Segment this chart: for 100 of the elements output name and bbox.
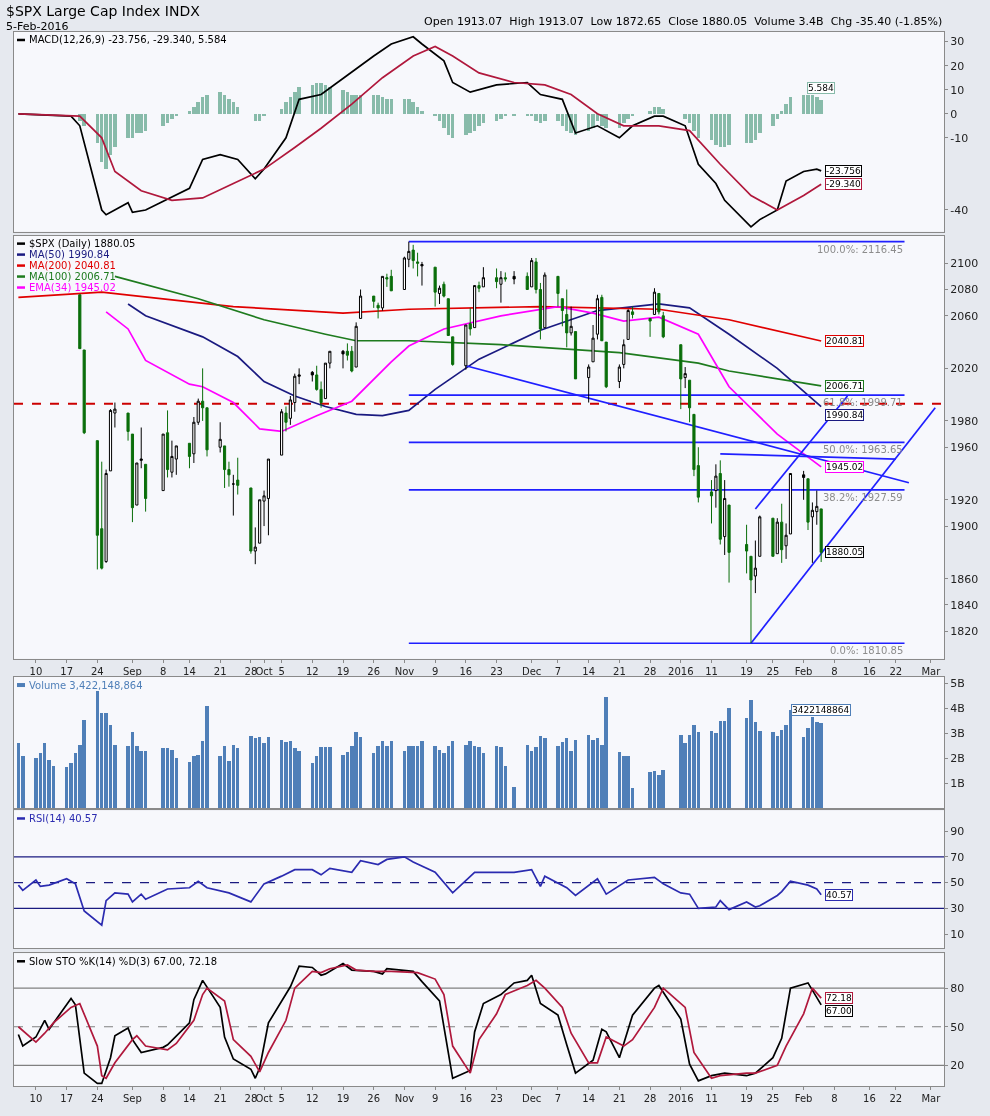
x-tick-label: 16 [863,665,876,677]
legend-label: EMA(34) 1945.02 [29,282,116,293]
data-label: 72.18 [826,993,853,1003]
legend-label: MA(100) 2006.71 [29,271,116,282]
y-tick-label: 3B [950,727,965,741]
y-tick-label: 10 [950,83,965,97]
x-tick-label: 10 [29,1093,43,1104]
y-tick-label: 70 [950,850,965,864]
x-tick-label: 28 [244,665,258,677]
annotation: 0.0%: 1810.85 [830,645,904,656]
x-tick-label: 26 [367,1093,381,1104]
x-tick-label: 26 [367,665,381,677]
x-tick-label: 8 [831,665,838,677]
x-tick-label: 21 [213,1093,227,1104]
x-tick-label: Nov [394,665,415,677]
y-tick-label: 90 [950,824,965,838]
y-tick-label: 2060 [950,309,979,323]
data-label: -23.756 [826,166,862,176]
x-tick-label: Feb [794,665,813,677]
x-tick-label: 11 [705,1093,718,1104]
x-tick-label: 9 [431,665,439,677]
x-tick-label: 14 [183,665,196,677]
x-tick-label: 8 [159,665,167,677]
x-tick-label: 8 [159,1093,167,1104]
x-tick-label: 5 [278,1093,285,1104]
text: 1880.05 [826,547,864,557]
x-tick-label: 21 [613,1093,626,1104]
x-tick-label: 14 [183,1093,196,1104]
y-tick-label: 1900 [950,519,979,533]
x-tick-label: Dec [521,665,542,677]
annotation: 100.0%: 2116.45 [817,244,904,255]
x-tick-label: 19 [740,665,753,677]
y-tick-label: 20 [950,59,965,73]
y-tick-label: 1960 [950,441,979,455]
data-label: 5.584 [808,83,835,93]
x-tick-label: 22 [889,1093,903,1104]
x-tick-label: 24 [90,1093,104,1104]
x-tick-label: Sep [123,1093,142,1104]
legend-label: MA(50) 1990.84 [29,249,110,260]
y-tick-label: 2100 [950,257,979,271]
data-label: 67.00 [826,1006,853,1016]
x-tick-label: 25 [766,1093,780,1104]
y-tick-label: 2080 [950,283,979,297]
y-tick-label: -10 [950,131,969,145]
x-tick-label: 21 [213,665,227,677]
chart-subtitle: 5-Feb-2016 [6,20,69,33]
y-tick-label: 50 [950,1020,965,1034]
y-tick-label: 4B [950,702,965,716]
data-label: 1990.84 [826,410,864,420]
x-tick-label: 2016 [668,1093,694,1104]
x-tick-label: 21 [613,665,626,677]
legend-label: MACD(12,26,9) -23.756, -29.340, 5.584 [29,34,227,45]
x-tick-label: 9 [431,1093,439,1104]
legend-label: Slow STO %K(14) %D(3) 67.00, 72.18 [29,956,218,967]
x-tick-label: 7 [554,665,562,677]
x-tick-label: Mar [921,665,942,677]
x-tick-label: Mar [921,1093,942,1104]
data-label: 2006.71 [826,381,864,391]
x-tick-label: Nov [394,1093,415,1104]
y-tick-label: 30 [950,902,965,916]
x-tick-label: 28 [643,665,657,677]
x-tick-label: 10 [29,665,43,677]
x-tick-label: Dec [521,1093,542,1104]
y-tick-label: 1920 [950,493,979,507]
y-tick-label: -40 [950,203,969,217]
y-tick-label: 30 [950,35,965,49]
x-tick-label: 8 [831,1093,838,1104]
x-tick-label: 23 [490,1093,503,1104]
data-label: 2040.81 [826,336,864,346]
data-label: -29.340 [826,179,862,189]
x-tick-label: 24 [90,665,104,677]
y-tick-label: 0 [950,107,958,121]
data-label: 40.57 [826,890,852,900]
x-tick-label: 12 [305,1093,319,1104]
x-tick-label: 25 [766,665,780,677]
y-tick-label: 1820 [950,625,979,639]
x-tick-label: 16 [863,1093,876,1104]
x-tick-label: 17 [60,1093,74,1104]
y-tick-label: 2B [950,752,965,766]
x-tick-label: 22 [889,665,903,677]
y-tick-label: 50 [950,876,965,890]
chart-title: $SPX Large Cap Index INDX [6,3,201,19]
x-tick-label: 19 [740,1093,753,1104]
x-tick-label: 16 [459,665,473,677]
x-tick-label: 17 [60,665,74,677]
annotation: 50.0%: 1963.65 [823,444,903,455]
y-tick-label: 5B [950,677,965,691]
x-tick-label: 7 [554,1093,562,1104]
y-tick-label: 1860 [950,572,979,586]
x-tick-label: 19 [336,665,350,677]
legend-label: RSI(14) 40.57 [29,813,98,824]
data-label: 1945.02 [826,462,864,472]
y-tick-label: 1840 [950,598,979,612]
legend-label: MA(200) 2040.81 [29,260,116,271]
text: Open 1913.07 High 1913.07 Low 1872.65 Close 1880.05 Volume 3.4B Chg -35.40 (-1.85%) [424,15,943,28]
x-tick-label: 28 [244,1093,258,1104]
x-tick-label: 16 [459,1093,473,1104]
y-tick-label: 80 [950,981,965,995]
y-tick-label: 1B [950,777,965,791]
x-tick-label: 23 [490,665,503,677]
